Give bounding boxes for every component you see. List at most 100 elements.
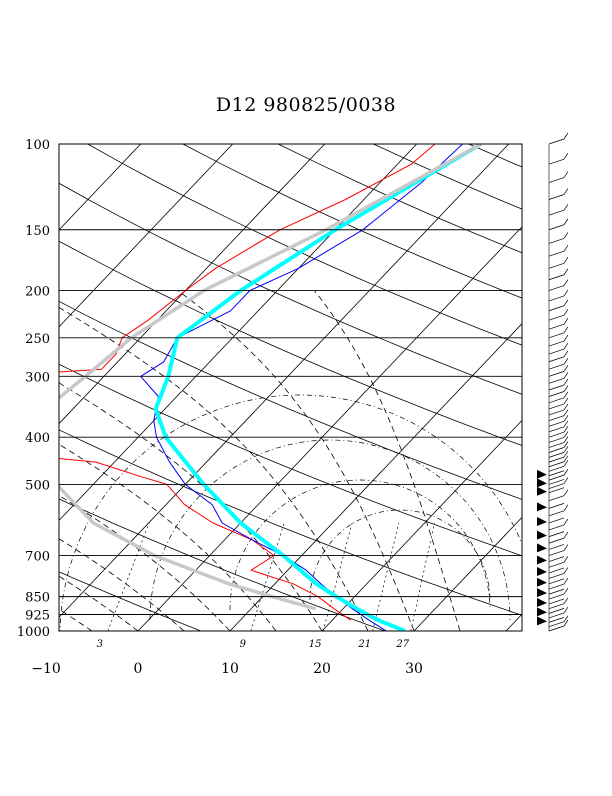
wind-barb bbox=[537, 597, 565, 607]
mixing-ratio-line bbox=[107, 522, 150, 631]
wind-barb bbox=[548, 450, 569, 463]
wind-barb bbox=[548, 426, 569, 438]
mixing-ratio-labels: 3 9 15 21 27 bbox=[97, 639, 410, 650]
wind-barb bbox=[548, 518, 569, 531]
wind-barb bbox=[548, 279, 569, 291]
pressure-label: 200 bbox=[25, 285, 50, 300]
wind-barb bbox=[548, 132, 569, 145]
wind-barb bbox=[548, 567, 569, 579]
wind-barb bbox=[548, 556, 569, 568]
wind-barb bbox=[537, 555, 565, 565]
pressure-label: 700 bbox=[25, 550, 50, 565]
moist-adiabat-line bbox=[59, 494, 231, 631]
profile-line-3 bbox=[153, 144, 483, 631]
profile-series bbox=[59, 144, 483, 631]
wind-barb bbox=[548, 232, 569, 244]
mixing-ratio-line bbox=[372, 522, 400, 631]
wind-barb bbox=[537, 469, 565, 479]
isotherm-line bbox=[229, 323, 522, 631]
wind-barb bbox=[548, 544, 569, 556]
isotherm-line bbox=[321, 419, 522, 631]
wind-barb bbox=[548, 203, 569, 216]
wind-barb bbox=[537, 530, 565, 540]
wind-barb bbox=[537, 588, 565, 598]
plot-frame bbox=[58, 143, 523, 632]
wind-barb bbox=[537, 616, 565, 626]
moist-adiabat-line bbox=[59, 575, 139, 631]
isotherm-line bbox=[598, 144, 612, 631]
wind-barb bbox=[548, 317, 569, 330]
arc-reference-line bbox=[59, 394, 522, 631]
wind-barb bbox=[548, 436, 569, 448]
wind-barb bbox=[537, 486, 565, 496]
mixing-ratio-label: 27 bbox=[395, 639, 409, 650]
temperature-label: 10 bbox=[221, 661, 239, 677]
wind-barb bbox=[548, 350, 569, 363]
moist-adiabat-line bbox=[59, 443, 277, 631]
pressure-label: 400 bbox=[25, 431, 50, 446]
mixing-ratio-line bbox=[322, 522, 353, 631]
wind-barb bbox=[548, 308, 569, 321]
arc-reference-line bbox=[309, 509, 491, 601]
wind-barb bbox=[548, 606, 569, 619]
mixing-ratio-label: 9 bbox=[240, 639, 247, 650]
dry-adiabat-line bbox=[59, 240, 522, 447]
wind-barb bbox=[548, 403, 569, 416]
mixing-ratio-line bbox=[250, 522, 285, 631]
mixing-ratio-label: 15 bbox=[309, 639, 322, 650]
dry-adiabat-line bbox=[59, 182, 522, 395]
wind-barb bbox=[548, 372, 569, 384]
wind-barb bbox=[548, 615, 569, 628]
wind-barb bbox=[548, 391, 569, 404]
wind-barb bbox=[548, 334, 569, 347]
wind-barb bbox=[548, 431, 569, 443]
wind-barb bbox=[548, 455, 569, 468]
arc-reference-line bbox=[229, 479, 491, 611]
wind-barb bbox=[548, 268, 569, 281]
pressure-label: 1000 bbox=[17, 625, 50, 640]
moist-adiabat-line bbox=[177, 290, 415, 631]
wind-barb bbox=[548, 504, 569, 517]
mixing-ratio-label: 3 bbox=[97, 639, 103, 650]
dry-adiabat-line bbox=[59, 300, 522, 500]
wind-barb bbox=[537, 502, 565, 512]
wind-barb bbox=[548, 577, 569, 590]
profile-line-2 bbox=[140, 144, 463, 631]
wind-barb bbox=[537, 566, 565, 576]
isotherm-line bbox=[59, 144, 509, 618]
dry-adiabat-line bbox=[373, 144, 522, 210]
dry-adiabat-line bbox=[182, 144, 522, 299]
dry-adiabat-line bbox=[0, 144, 17, 631]
pressure-label: 850 bbox=[25, 591, 50, 606]
profile-line-1 bbox=[59, 144, 436, 621]
wind-barb bbox=[548, 257, 569, 269]
chart-title: D12 980825/0038 bbox=[215, 94, 397, 116]
wind-barb bbox=[548, 245, 569, 257]
wind-barb bbox=[548, 365, 569, 377]
mixing-ratio-line bbox=[410, 522, 435, 631]
wind-barb bbox=[548, 342, 569, 355]
wind-barb bbox=[537, 516, 565, 526]
wind-barb bbox=[548, 477, 569, 489]
isotherm-line bbox=[59, 144, 233, 328]
wind-barb bbox=[548, 587, 569, 600]
wind-barb bbox=[548, 531, 569, 544]
wind-barb bbox=[548, 152, 569, 165]
wind-barbs bbox=[537, 132, 569, 632]
pressure-label: 150 bbox=[25, 224, 50, 239]
temperature-label: 30 bbox=[405, 661, 423, 677]
isotherm-line bbox=[59, 144, 325, 425]
wind-barb bbox=[537, 577, 565, 587]
wind-barb bbox=[548, 460, 569, 472]
mixing-ratio-label: 21 bbox=[357, 639, 371, 650]
dry-adiabat-line bbox=[59, 498, 386, 631]
pressure-label: 100 bbox=[25, 138, 50, 153]
temperature-label: 0 bbox=[134, 661, 143, 677]
wind-barb bbox=[548, 468, 569, 481]
wind-barb bbox=[548, 378, 569, 391]
wind-barb bbox=[548, 357, 569, 370]
pressure-label: 925 bbox=[25, 609, 50, 624]
wind-barb bbox=[548, 326, 569, 339]
